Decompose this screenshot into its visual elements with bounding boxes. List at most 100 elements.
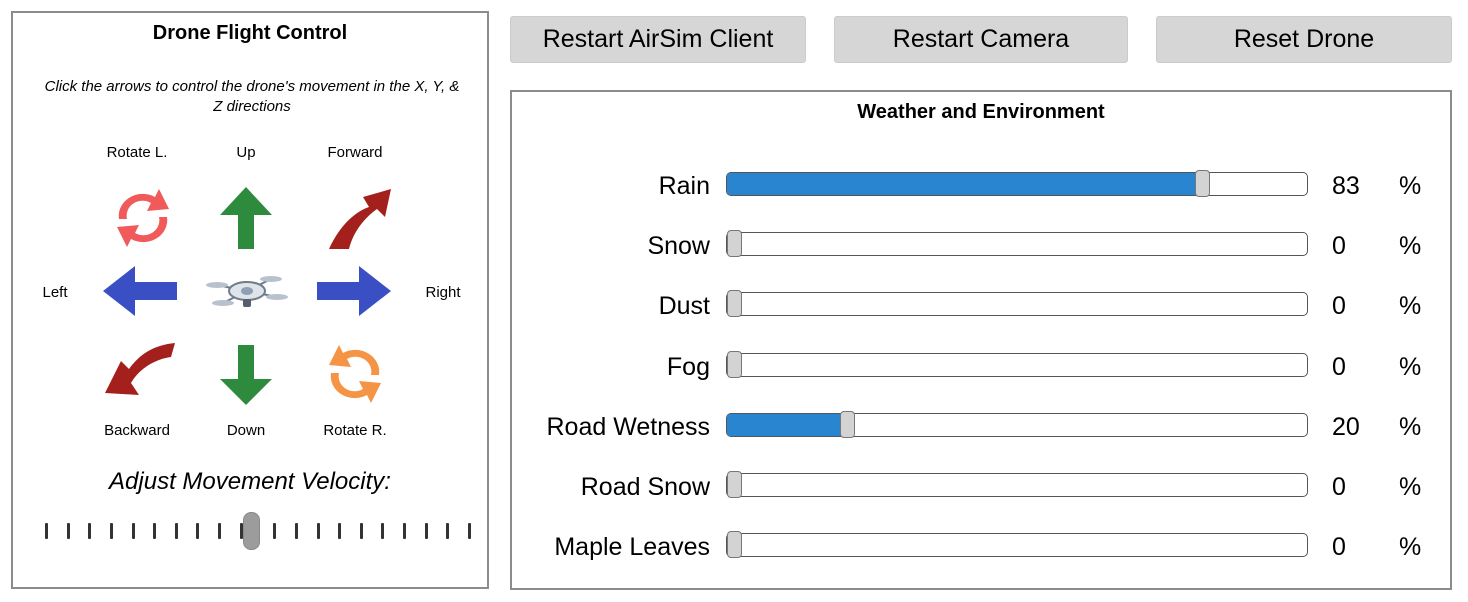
velocity-tick <box>175 523 178 539</box>
weather-slider-maple-leaves[interactable] <box>726 531 1308 559</box>
weather-unit-rain: % <box>1399 172 1422 200</box>
drone-icon <box>206 276 288 307</box>
drone-image <box>205 261 289 321</box>
restart-airsim-client-button[interactable]: Restart AirSim Client <box>510 16 806 63</box>
velocity-tick <box>110 523 113 539</box>
weather-label-road-snow: Road Snow <box>580 473 710 501</box>
weather-label-fog: Fog <box>666 352 710 381</box>
weather-slider-fog[interactable] <box>726 350 1308 378</box>
weather-row-road-snow: Road Snow 0% <box>512 467 1450 507</box>
velocity-tick <box>45 523 48 539</box>
weather-slider-thumb-fog[interactable] <box>727 350 742 378</box>
backward-label: Backward <box>104 422 170 439</box>
backward-button[interactable] <box>99 339 179 409</box>
right-button[interactable] <box>315 256 395 326</box>
rotate-left-icon <box>117 189 169 247</box>
velocity-tick <box>381 523 384 539</box>
velocity-tick <box>468 523 471 539</box>
rotate-left-button[interactable] <box>103 183 183 253</box>
right-label: Right <box>425 284 461 301</box>
velocity-tick <box>273 523 276 539</box>
weather-slider-thumb-maple-leaves[interactable] <box>727 531 742 559</box>
weather-value-fog: 0 <box>1332 352 1346 381</box>
weather-slider-road-wetness[interactable] <box>726 410 1308 438</box>
down-button[interactable] <box>206 339 286 409</box>
velocity-slider[interactable] <box>41 509 471 553</box>
arrow-left-icon <box>103 266 177 316</box>
velocity-tick <box>425 523 428 539</box>
weather-label-rain: Rain <box>658 172 710 200</box>
arrow-forward-icon <box>329 189 391 249</box>
forward-button[interactable] <box>319 183 399 253</box>
weather-slider-rain[interactable] <box>726 170 1308 197</box>
weather-unit-road-snow: % <box>1399 473 1422 501</box>
left-label: Left <box>42 284 68 301</box>
velocity-tick <box>295 523 298 539</box>
weather-label-road-wetness: Road Wetness <box>546 412 710 441</box>
weather-unit-maple-leaves: % <box>1399 533 1422 562</box>
forward-label: Forward <box>327 144 383 161</box>
arrow-up-icon <box>220 187 272 249</box>
velocity-tick <box>196 523 199 539</box>
weather-value-road-wetness: 20 <box>1332 412 1360 441</box>
rotate-left-label: Rotate L. <box>106 144 168 161</box>
velocity-tick <box>338 523 341 539</box>
weather-slider-thumb-snow[interactable] <box>727 230 742 258</box>
velocity-tick <box>446 523 449 539</box>
rotate-right-button[interactable] <box>315 339 395 409</box>
velocity-tick <box>153 523 156 539</box>
weather-slider-dust[interactable] <box>726 290 1308 318</box>
weather-slider-fill-rain <box>727 173 1199 195</box>
velocity-tick <box>360 523 363 539</box>
weather-slider-thumb-road-wetness[interactable] <box>840 410 855 438</box>
weather-label-maple-leaves: Maple Leaves <box>554 533 710 562</box>
flight-control-panel: Drone Flight Control Click the arrows to… <box>11 11 489 589</box>
left-button[interactable] <box>99 256 179 326</box>
weather-row-snow: Snow 0% <box>512 226 1450 266</box>
weather-unit-road-wetness: % <box>1399 412 1422 441</box>
reset-drone-button[interactable]: Reset Drone <box>1156 16 1452 63</box>
arrow-backward-icon <box>105 343 175 395</box>
velocity-tick <box>317 523 320 539</box>
weather-slider-snow[interactable] <box>726 230 1308 258</box>
rotate-right-label: Rotate R. <box>323 422 387 439</box>
weather-row-maple-leaves: Maple Leaves 0% <box>512 527 1450 567</box>
weather-unit-fog: % <box>1399 352 1422 381</box>
weather-label-snow: Snow <box>647 232 710 261</box>
weather-row-rain: Rain 83% <box>512 166 1450 206</box>
flight-instructions: Click the arrows to control the drone's … <box>44 78 460 115</box>
up-label: Up <box>236 144 256 161</box>
velocity-tick <box>67 523 70 539</box>
velocity-tick <box>218 523 221 539</box>
velocity-tick <box>240 523 243 539</box>
weather-value-maple-leaves: 0 <box>1332 533 1346 562</box>
weather-slider-thumb-dust[interactable] <box>727 290 742 318</box>
weather-slider-thumb-road-snow[interactable] <box>727 471 742 498</box>
velocity-slider-thumb[interactable] <box>243 512 260 550</box>
weather-value-snow: 0 <box>1332 232 1346 261</box>
weather-value-rain: 83 <box>1332 172 1360 200</box>
arrow-down-icon <box>220 345 272 405</box>
velocity-label: Adjust Movement Velocity: <box>109 468 391 495</box>
velocity-tick <box>88 523 91 539</box>
arrow-right-icon <box>317 266 391 316</box>
up-button[interactable] <box>206 183 286 253</box>
velocity-tick <box>403 523 406 539</box>
weather-value-dust: 0 <box>1332 292 1346 321</box>
weather-row-fog: Fog 0% <box>512 347 1450 387</box>
weather-row-dust: Dust 0% <box>512 286 1450 326</box>
weather-value-road-snow: 0 <box>1332 473 1346 501</box>
restart-camera-button[interactable]: Restart Camera <box>834 16 1128 63</box>
weather-slider-fill-road-wetness <box>727 413 844 436</box>
weather-panel: Weather and Environment Rain 83% Snow 0% Dus… <box>510 90 1452 590</box>
weather-slider-road-snow[interactable] <box>726 471 1308 498</box>
weather-unit-snow: % <box>1399 232 1422 261</box>
weather-slider-thumb-rain[interactable] <box>1195 170 1210 197</box>
rotate-right-icon <box>329 345 381 403</box>
down-label: Down <box>226 422 266 439</box>
flight-control-title: Drone Flight Control <box>152 22 348 44</box>
weather-label-dust: Dust <box>658 292 710 321</box>
weather-unit-dust: % <box>1399 292 1422 321</box>
weather-row-road-wetness: Road Wetness 20% <box>512 407 1450 447</box>
weather-title: Weather and Environment <box>857 101 1105 123</box>
